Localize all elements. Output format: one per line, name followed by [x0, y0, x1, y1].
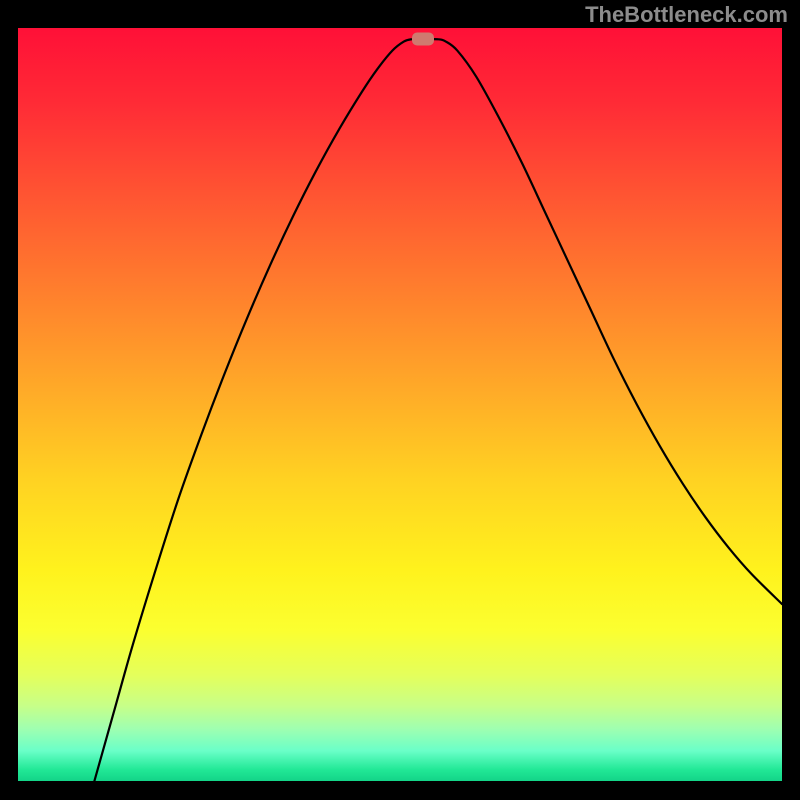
watermark-text: TheBottleneck.com — [585, 2, 788, 28]
curve-path — [94, 39, 782, 781]
plot-area — [18, 28, 782, 781]
chart-frame: TheBottleneck.com — [0, 0, 800, 800]
minimum-marker — [412, 33, 434, 46]
bottleneck-curve — [18, 28, 782, 781]
